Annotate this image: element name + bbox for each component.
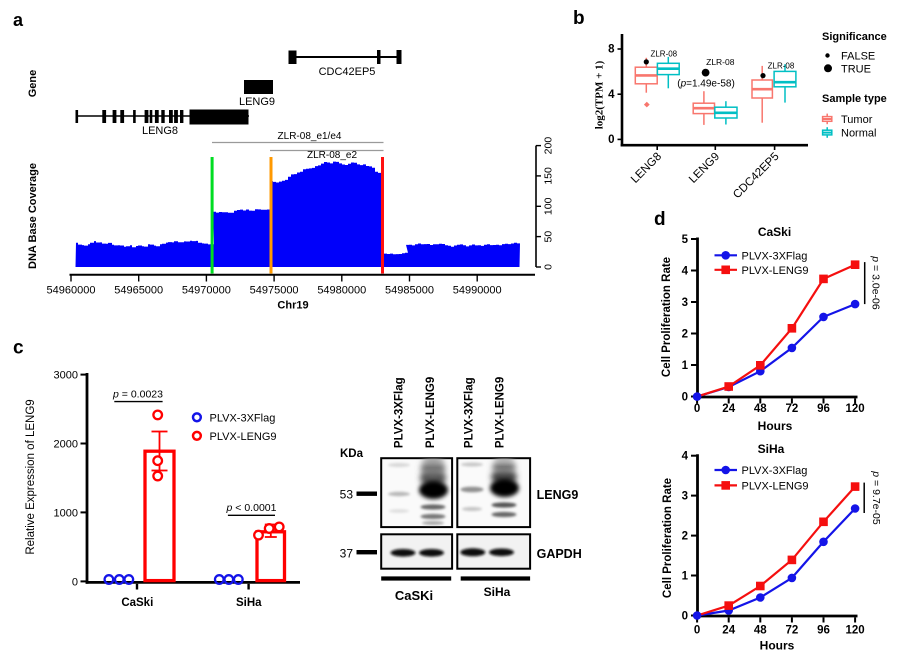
svg-text:50: 50 (543, 231, 555, 243)
svg-text:PLVX-LENG9: PLVX-LENG9 (425, 377, 437, 448)
svg-text:ZLR-08: ZLR-08 (768, 62, 795, 71)
svg-text:PLVX-LENG9: PLVX-LENG9 (742, 265, 809, 277)
svg-text:GAPDH: GAPDH (537, 547, 582, 561)
svg-text:LENG8: LENG8 (629, 151, 664, 186)
svg-text:4: 4 (682, 266, 689, 278)
svg-text:ZLR-08_e1/e4: ZLR-08_e1/e4 (278, 131, 342, 142)
svg-text:LENG9: LENG9 (537, 488, 579, 502)
svg-text:LENG8: LENG8 (142, 125, 178, 137)
svg-text:1000: 1000 (54, 507, 78, 519)
svg-text:PLVX-3XFlag: PLVX-3XFlag (742, 250, 808, 262)
svg-text:Gene: Gene (27, 70, 39, 98)
svg-text:PLVX-LENG9: PLVX-LENG9 (742, 480, 809, 492)
svg-text:ZLR-08: ZLR-08 (706, 57, 735, 67)
svg-text:1: 1 (682, 360, 689, 372)
svg-text:0: 0 (694, 625, 700, 637)
svg-text:2000: 2000 (54, 439, 78, 451)
svg-text:53: 53 (340, 488, 354, 502)
svg-text:48: 48 (754, 625, 767, 637)
svg-text:0: 0 (682, 392, 688, 404)
svg-text:c: c (13, 338, 24, 359)
svg-text:CDC42EP5: CDC42EP5 (319, 66, 376, 78)
svg-text:PLVX-3XFlag: PLVX-3XFlag (210, 412, 276, 424)
svg-text:24: 24 (722, 403, 735, 415)
svg-text:24: 24 (722, 625, 735, 637)
svg-text:CDC42EP5: CDC42EP5 (731, 151, 782, 202)
svg-text:CaSKi: CaSKi (395, 588, 433, 603)
svg-text:log2(TPM + 1): log2(TPM + 1) (594, 60, 606, 129)
svg-text:ZLR-08_e2: ZLR-08_e2 (307, 150, 357, 161)
svg-text:0: 0 (694, 403, 700, 415)
svg-text:TRUE: TRUE (841, 63, 871, 75)
svg-text:4: 4 (608, 89, 615, 101)
svg-text:0: 0 (543, 264, 555, 270)
svg-text:0: 0 (682, 611, 688, 623)
svg-text:p = 0.0023: p = 0.0023 (112, 389, 163, 401)
svg-text:CaSki: CaSki (121, 597, 153, 609)
svg-text:PLVX-3XFlag: PLVX-3XFlag (742, 465, 808, 477)
svg-text:p < 0.0001: p < 0.0001 (226, 502, 277, 514)
svg-text:150: 150 (543, 167, 555, 185)
svg-text:2: 2 (682, 329, 688, 341)
svg-text:54985000: 54985000 (385, 285, 434, 297)
svg-text:SiHa: SiHa (758, 442, 785, 456)
svg-text:Hours: Hours (758, 419, 793, 433)
svg-text:5: 5 (682, 234, 689, 246)
svg-text:DNA Base Coverage: DNA Base Coverage (27, 163, 39, 269)
svg-text:Significance: Significance (822, 31, 887, 43)
svg-text:120: 120 (846, 403, 865, 415)
svg-text:54970000: 54970000 (182, 285, 231, 297)
svg-text:0: 0 (608, 134, 614, 146)
svg-text:37: 37 (340, 547, 354, 561)
svg-text:54965000: 54965000 (114, 285, 163, 297)
svg-text:LENG9: LENG9 (239, 96, 275, 108)
svg-text:PLVX-LENG9: PLVX-LENG9 (495, 377, 507, 448)
svg-text:200: 200 (543, 137, 555, 155)
svg-text:SiHa: SiHa (236, 597, 262, 609)
svg-text:d: d (654, 209, 666, 230)
svg-text:8: 8 (608, 44, 615, 56)
svg-text:p = 9.7e-05: p = 9.7e-05 (870, 470, 882, 525)
svg-text:p = 3.0e-06: p = 3.0e-06 (870, 255, 882, 310)
svg-text:1: 1 (682, 571, 689, 583)
svg-text:120: 120 (846, 625, 865, 637)
svg-text:96: 96 (817, 625, 830, 637)
svg-text:3000: 3000 (54, 370, 78, 382)
svg-text:FALSE: FALSE (841, 51, 875, 63)
svg-text:LENG9: LENG9 (687, 151, 722, 186)
svg-text:54990000: 54990000 (453, 285, 502, 297)
svg-text:Tumor: Tumor (841, 114, 873, 126)
svg-text:0: 0 (72, 576, 78, 588)
svg-text:KDa: KDa (340, 448, 364, 460)
svg-text:PLVX-LENG9: PLVX-LENG9 (210, 431, 277, 443)
svg-text:Sample type: Sample type (822, 93, 887, 105)
svg-text:72: 72 (786, 403, 799, 415)
svg-text:CaSki: CaSki (758, 225, 791, 239)
svg-text:54960000: 54960000 (47, 285, 96, 297)
svg-text:SiHa: SiHa (484, 585, 511, 599)
svg-text:54975000: 54975000 (250, 285, 299, 297)
svg-text:a: a (13, 10, 24, 30)
svg-text:54980000: 54980000 (317, 285, 366, 297)
svg-text:ZLR-08: ZLR-08 (650, 50, 677, 59)
svg-text:2: 2 (682, 531, 688, 543)
svg-text:PLVX-3XFlag: PLVX-3XFlag (394, 377, 406, 448)
svg-text:96: 96 (817, 403, 830, 415)
svg-text:4: 4 (682, 451, 689, 463)
svg-text:Normal: Normal (841, 128, 876, 140)
svg-text:100: 100 (543, 197, 555, 215)
svg-text:b: b (573, 8, 585, 29)
svg-text:Relative Expression of LENG9: Relative Expression of LENG9 (25, 399, 37, 554)
svg-text:Cell Proliferation Rate: Cell Proliferation Rate (662, 478, 674, 598)
svg-text:Hours: Hours (760, 639, 795, 653)
svg-text:PLVX-3XFlag: PLVX-3XFlag (463, 377, 475, 448)
svg-text:(p=1.49e-58): (p=1.49e-58) (677, 79, 735, 90)
svg-text:72: 72 (786, 625, 799, 637)
svg-text:3: 3 (682, 491, 688, 503)
svg-text:48: 48 (754, 403, 767, 415)
svg-text:3: 3 (682, 297, 688, 309)
svg-text:Cell Proliferation Rate: Cell Proliferation Rate (661, 257, 673, 377)
svg-text:Chr19: Chr19 (277, 300, 308, 312)
